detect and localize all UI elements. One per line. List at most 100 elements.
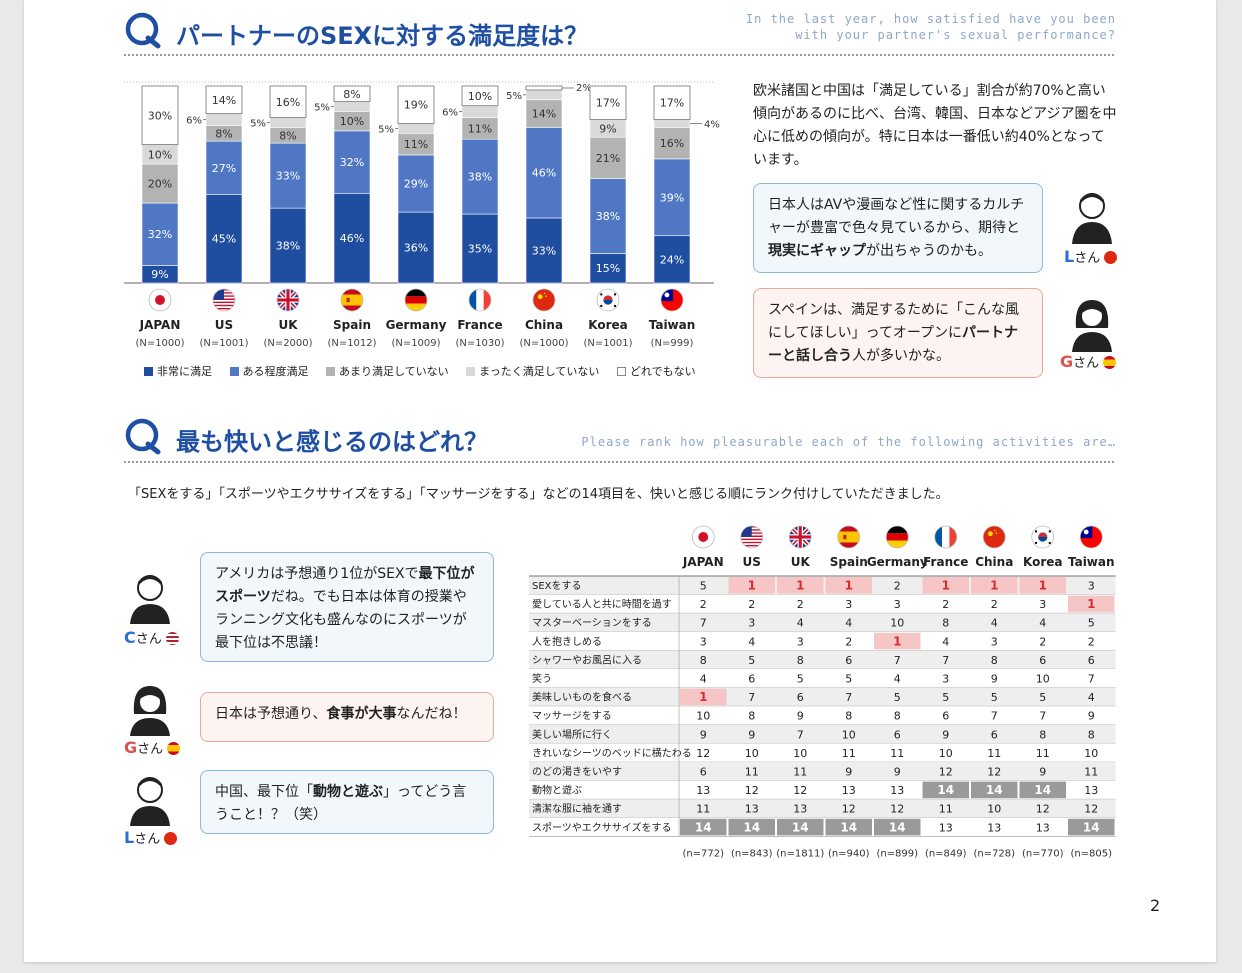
flag-part [346,297,350,303]
table-cell: 11 [987,747,1001,760]
speech-bubble-l: 日本人はAVや漫画など性に関するカルチャーが豊富で色々見ているから、期待と現実に… [753,183,1043,273]
table-cell: 9 [797,710,804,723]
data-label: 21% [596,152,620,165]
table-cell: 4 [1088,691,1095,704]
table-cell: 14 [1034,783,1051,797]
summary-paragraph: 欧米諸国と中国は「満足している」割合が約70%と高い傾向があるのに比べ、台湾、韓… [753,83,1117,168]
q-icon [125,12,161,49]
flag-us-icon [740,525,764,549]
flag-korea-icon [596,288,620,312]
table-row-bg [529,724,1116,744]
flag-border [532,288,556,312]
flag-border [837,525,861,549]
table-cell: 5 [991,691,998,704]
legend-label: あまり満足していない [339,365,449,378]
table-row-bg [529,613,1116,632]
flag-part [545,295,547,297]
legend-label: まったく満足していない [479,365,600,378]
table-cell: 13 [939,821,953,834]
table-cell: 12 [793,784,807,797]
spain-flag-icon [1103,356,1117,369]
highlight-top [728,577,775,594]
flag-japan-icon [691,525,715,549]
table-cell: 3 [748,617,755,630]
data-label: 17% [660,97,684,110]
bar-segment [461,138,499,215]
flag-border [788,525,812,549]
person-l2-icon [130,777,170,826]
table-cell: 10 [987,803,1001,816]
section2-intro: 「SEXをする」「スポーツやエクササイズをする」「マッサージをする」などの14項… [128,487,949,502]
bubble-bold: 現実にギャップ [768,243,866,259]
data-label: 20% [148,178,172,191]
bubble-bold: 食事が大事 [326,706,397,722]
flag-body [740,526,763,548]
table-cell: 4 [894,673,901,686]
speech-bubble-g2: 日本は予想通り、食事が大事なんだね！ [200,692,494,742]
highlight-top [825,577,872,594]
table-cell: 14 [937,783,954,797]
table-cell: 6 [1039,654,1046,667]
flag-uk-icon [276,288,300,312]
china-flag-icon [164,832,178,845]
flag-part [476,289,484,311]
column-header: JAPAN [682,555,724,569]
table-cell: 12 [1036,803,1050,816]
flag-part [740,541,763,544]
flag-part [543,292,546,295]
table-cell: 8 [991,654,998,667]
table-cell: 11 [793,766,807,779]
flag-part [213,301,235,304]
data-label: 15% [596,262,620,275]
highlight-top [971,577,1018,594]
data-label: 30% [148,109,172,122]
data-label: 46% [340,232,364,245]
table-cell: 4 [845,617,852,630]
table-row-bg [529,706,1116,725]
flag-body [983,526,1006,548]
table-cell: 9 [748,728,755,741]
row-label: 笑う [532,672,552,685]
flag-part [483,289,491,311]
highlight-bottom [922,781,969,799]
sample-size-label: (N=999) [651,338,694,349]
person-l2-label: Lさん [124,828,178,847]
table-cell: 12 [939,766,953,779]
bubble-text: 日本は予想通り、 [215,706,327,722]
table-cell: 7 [845,691,852,704]
flag-part [837,531,860,543]
person-c-label: Cさん [124,628,179,647]
sample-size-label: (N=1000) [135,338,184,349]
table-cell: 4 [797,617,804,630]
flag-part [603,295,613,300]
data-label: 5% [378,124,394,135]
person-g-label: Gさん [1060,352,1117,371]
row-label: のどの渇きをいやす [532,766,622,778]
table-cell: 1 [748,579,756,593]
bar-segment [141,163,179,204]
table-cell: 9 [700,728,707,741]
person-g-icon [1072,300,1112,352]
table-cell: 8 [1039,728,1046,741]
bar-segment [397,85,435,124]
flag-body [789,526,812,548]
flag-part [740,544,763,547]
data-label: 29% [404,178,428,191]
table-cell: 13 [842,784,856,797]
table-cell: 9 [991,673,998,686]
data-label: 2% [576,83,592,94]
table-cell: 13 [987,821,1001,834]
table-cell: 6 [748,673,755,686]
table-cell: 13 [793,803,807,816]
table-cell: 7 [1088,673,1095,686]
data-label: 24% [660,253,684,266]
flag-france-icon [468,288,492,312]
legend-item: まったく満足していない [466,365,599,378]
bar-segment [205,194,243,284]
flag-part [600,304,603,307]
table-cell: 14 [792,820,809,834]
bar-segment [653,158,691,237]
data-label: 17% [596,97,620,110]
flag-body [837,526,860,548]
